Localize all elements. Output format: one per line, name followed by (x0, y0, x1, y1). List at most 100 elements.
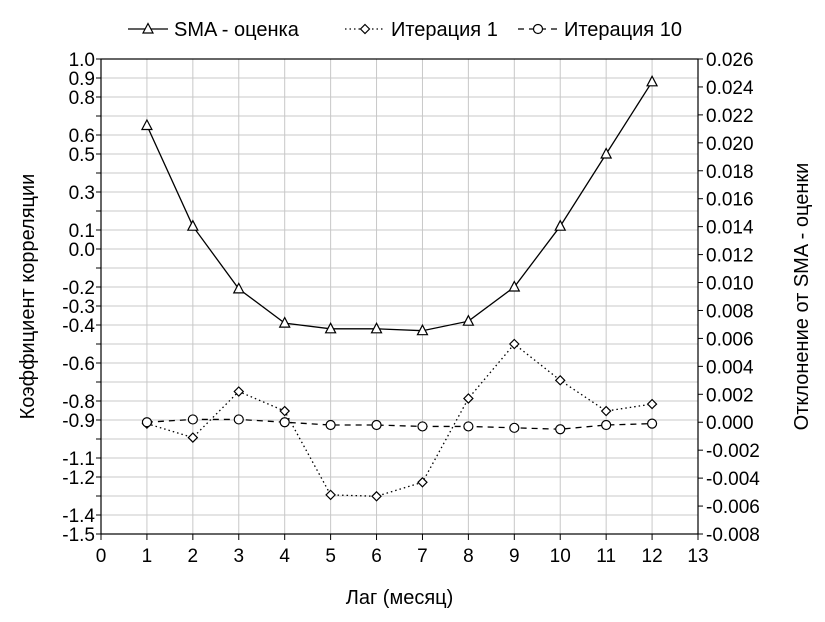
series-2-point (463, 393, 474, 404)
series-1-point (508, 280, 521, 292)
grid (100, 58, 699, 535)
y2-tick-label: 0.024 (706, 78, 754, 99)
series-3-point (371, 419, 382, 431)
series-2-point (417, 476, 428, 488)
y2-tick-label: 0.022 (706, 106, 754, 127)
y-tick-label: -0.9 (62, 411, 95, 432)
series-1-point (370, 322, 383, 334)
series-3-point (325, 419, 336, 431)
legend-marker-1 (142, 22, 154, 34)
x-tick-label: 3 (233, 546, 244, 567)
series-3-point (601, 419, 612, 431)
x-tick-label: 6 (371, 546, 382, 567)
legend: SMA - оценка Итерация 1 Итерация 10 (128, 19, 682, 41)
series-1-point (554, 219, 567, 231)
y-tick-label: -0.4 (62, 316, 95, 337)
x-tick-label: 5 (325, 546, 336, 567)
series-3-point (141, 417, 153, 428)
x-tick-label: 7 (417, 546, 428, 567)
series-2-point (600, 405, 612, 417)
y-tick-label: 0.8 (69, 88, 95, 109)
series-3-point (233, 414, 244, 425)
series-layer (140, 75, 659, 502)
y-tick-label: -1.2 (62, 468, 95, 489)
series-1-point (324, 322, 337, 334)
x-tick-label: 10 (550, 546, 571, 567)
series-3-point (187, 414, 198, 425)
series-2-point (371, 490, 382, 502)
series-2-line (146, 343, 653, 497)
y2-tick-label: -0.008 (706, 525, 760, 546)
series-2-point (508, 338, 520, 350)
y2-axis-title: Отклонение от SMA - оценки (791, 163, 813, 431)
y2-tick-label: 0.016 (706, 190, 754, 211)
y2-tick-label: 0.000 (706, 413, 754, 434)
plot-frame (100, 58, 699, 535)
series-2-point (187, 432, 199, 443)
y-tick-label: -0.8 (62, 392, 95, 413)
y2-tick-label: 0.006 (706, 329, 754, 350)
series-3-point (463, 421, 474, 432)
y2-tick-label: 0.014 (706, 218, 754, 239)
x-tick-label: 8 (463, 546, 474, 567)
series-1-point (600, 147, 613, 159)
series-1-point (646, 75, 659, 87)
y2-tick-label: 0.020 (706, 134, 754, 155)
x-tick-label: 9 (509, 546, 520, 567)
y-tick-label: 0.5 (69, 145, 95, 166)
series-3-line (146, 418, 653, 430)
series-3-point (279, 417, 290, 428)
y-tick-label: 0.1 (69, 221, 95, 242)
series-1-point (278, 316, 291, 328)
x-tick-label: 2 (188, 546, 199, 567)
y-tick-label: -1.5 (62, 525, 95, 546)
y-tick-label: 0.6 (69, 126, 95, 147)
x-tick-label: 11 (596, 546, 616, 567)
legend-marker-2 (359, 23, 371, 35)
y-tick-label: 0.0 (69, 240, 95, 261)
y2-tick-label: 0.018 (706, 162, 754, 183)
series-2 (141, 338, 658, 502)
y-tick-label: -1.4 (62, 506, 95, 527)
series-1-point (416, 323, 429, 336)
y-tick-label: -0.2 (62, 278, 95, 299)
series-2-point (554, 374, 566, 386)
y-tick-label: -1.1 (62, 449, 95, 470)
series-3-point (417, 421, 428, 432)
y-tick-label: 0.3 (69, 183, 95, 204)
y2-tick-label: 0.004 (706, 357, 754, 378)
y2-tick-label: -0.002 (706, 441, 760, 462)
y2-tick-label: 0.008 (706, 301, 754, 322)
legend-marker-3 (532, 23, 544, 35)
y2-tick-label: 0.010 (706, 274, 754, 295)
y2-tick-label: 0.012 (706, 246, 754, 267)
y2-axis-ticks: 0.026 0.024 0.022 0.020 0.018 0.016 0.014 0.012… (698, 50, 760, 546)
series-3 (141, 414, 658, 435)
x-axis-ticks: 0 1 2 3 4 5 6 7 8 9 10 11 12 13 (96, 534, 709, 567)
series-1-point (186, 219, 199, 231)
series-2-point (325, 489, 336, 501)
x-tick-label: 12 (642, 546, 663, 567)
y-axis-ticks: 1.00.90.8 0.60.5 0.3 0.10.0 -0.2-0.3-0.4 -0.6… (62, 50, 101, 546)
series-2-point (279, 405, 291, 417)
legend-label-1: SMA - оценка (174, 19, 300, 41)
y-tick-label: 1.0 (69, 50, 95, 71)
legend-label-3: Итерация 10 (564, 19, 682, 41)
x-tick-label: 0 (96, 546, 107, 567)
y2-tick-label: -0.006 (706, 497, 760, 518)
series-3-point (555, 424, 566, 435)
series-3-point (646, 418, 658, 429)
series-1-line (146, 81, 653, 332)
series-1-point (232, 282, 245, 294)
y2-tick-label: 0.026 (706, 50, 754, 71)
series-2-point (233, 386, 245, 397)
y-tick-label: 0.9 (69, 69, 95, 90)
y-axis-title: Коэффициент корреляции (17, 174, 39, 420)
y2-tick-label: -0.004 (706, 469, 760, 490)
series-2-point (646, 398, 658, 410)
x-tick-label: 1 (142, 546, 153, 567)
y-tick-label: -0.3 (62, 297, 95, 318)
x-tick-label: 4 (279, 546, 290, 567)
series-1-point (140, 118, 153, 131)
